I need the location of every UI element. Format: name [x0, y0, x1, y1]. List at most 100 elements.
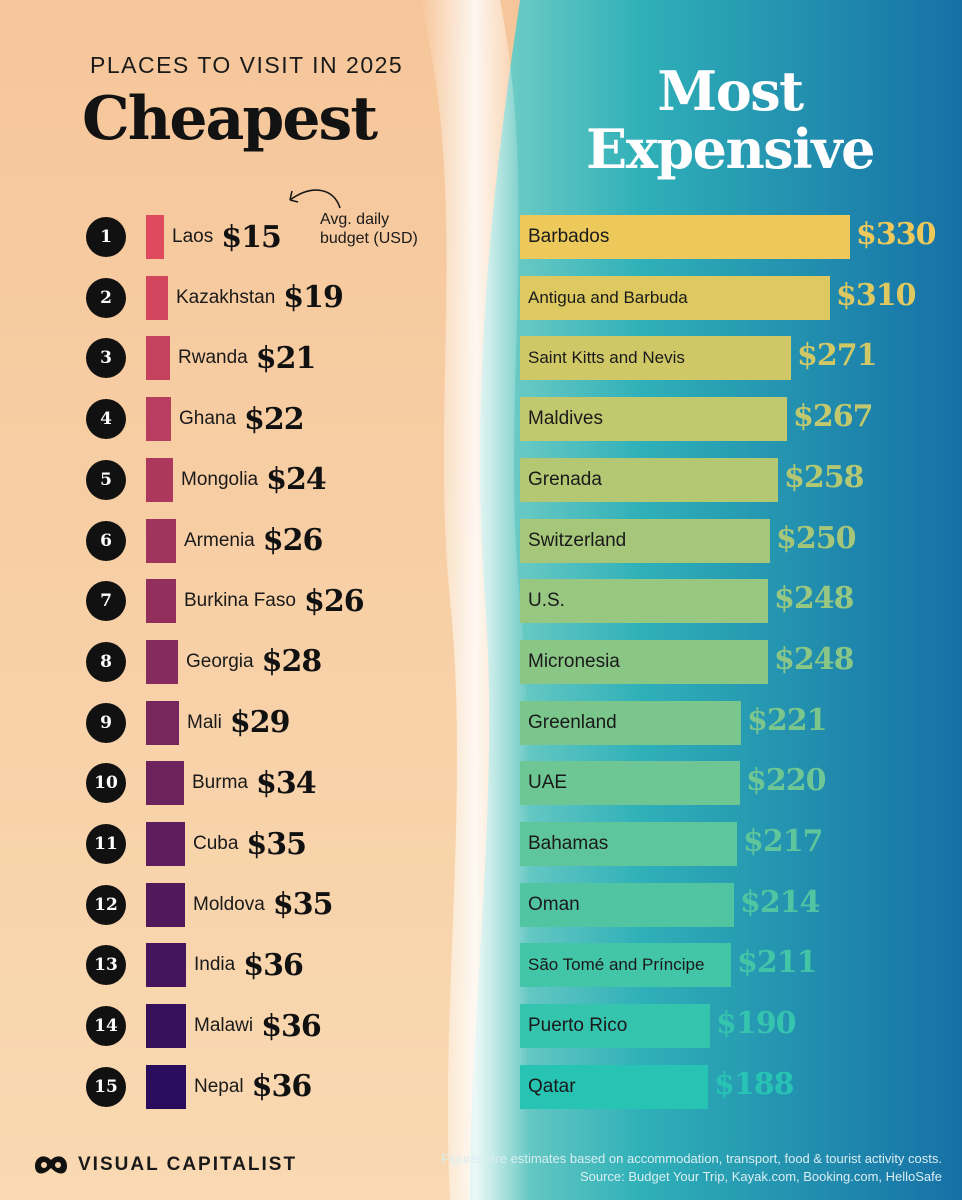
- footnote: Figures are estimates based on accommoda…: [441, 1150, 942, 1186]
- rank-badge: 10: [86, 763, 126, 804]
- expensive-bar: São Tomé and Príncipe: [520, 943, 731, 988]
- expensive-bar: Antigua and Barbuda: [520, 275, 830, 320]
- cheapest-value-label: $24: [266, 462, 327, 498]
- cheapest-value-label: $29: [229, 705, 291, 741]
- expensive-bar: U.S.: [520, 579, 768, 624]
- expensive-bar: Maldives: [520, 397, 787, 442]
- expensive-bar: Puerto Rico: [520, 1004, 710, 1049]
- expensive-value-label: $214: [740, 884, 820, 920]
- most-expensive-title: Most Expensive: [540, 62, 920, 178]
- expensive-bar: UAE: [520, 761, 740, 806]
- cheapest-country-label: Burma: [192, 772, 248, 794]
- logo-text: VISUAL CAPITALIST: [78, 1154, 298, 1175]
- footnote-source: Source: Budget Your Trip, Kayak.com, Boo…: [579, 1169, 942, 1184]
- expensive-bar: Qatar: [520, 1064, 708, 1109]
- expensive-bar: Saint Kitts and Nevis: [520, 336, 791, 381]
- expensive-bar: Bahamas: [520, 822, 737, 866]
- expensive-bar: Micronesia: [520, 639, 768, 684]
- cheapest-row-text: Nepal $36: [194, 1065, 313, 1109]
- cheapest-value-label: $15: [221, 219, 282, 255]
- cheapest-value-label: $36: [261, 1008, 322, 1044]
- footnote-note: Figures are estimates based on accommoda…: [441, 1151, 942, 1166]
- cheapest-country-label: Cuba: [193, 833, 239, 854]
- rank-badge: 7: [86, 581, 126, 622]
- cheapest-row-text: Laos $15: [172, 215, 282, 259]
- cheapest-row-text: Armenia $26: [184, 519, 324, 563]
- expensive-value-label: $248: [774, 641, 854, 677]
- rank-badge: 5: [86, 459, 126, 500]
- expensive-value-label: $220: [746, 763, 826, 799]
- cheapest-bar: [146, 700, 179, 745]
- cheapest-value-label: $22: [244, 401, 305, 437]
- rank-badge: 12: [86, 884, 126, 925]
- cheapest-country-label: Malawi: [194, 1015, 254, 1037]
- cheapest-row-text: Malawi $36: [194, 1004, 322, 1048]
- cheapest-row-text: Georgia $28: [186, 640, 323, 684]
- expensive-value-label: $310: [836, 277, 916, 313]
- cheapest-value-label: $35: [272, 887, 334, 923]
- rank-badge: 8: [86, 641, 126, 682]
- expensive-value-label: $250: [776, 520, 856, 556]
- cheapest-value-label: $19: [283, 280, 344, 316]
- cheapest-country-label: Rwanda: [178, 347, 248, 369]
- cheapest-value-label: $26: [303, 583, 365, 619]
- expensive-value-label: $221: [747, 702, 827, 738]
- cheapest-row-text: Kazakhstan $19: [176, 276, 344, 320]
- cheapest-country-label: Kazakhstan: [176, 286, 276, 308]
- cheapest-row-text: Burma $34: [192, 761, 317, 805]
- cheapest-bar: [146, 882, 185, 927]
- most-expensive-title-line1: Most: [657, 59, 804, 123]
- annotation-line2: budget (USD): [320, 230, 418, 247]
- cheapest-bar: [146, 822, 185, 866]
- most-expensive-title-line2: Expensive: [586, 117, 875, 181]
- cheapest-country-label: Burkina Faso: [184, 590, 296, 612]
- cheapest-country-label: Mongolia: [181, 468, 259, 490]
- cheapest-bar: [146, 579, 176, 624]
- cheapest-country-label: Mali: [187, 711, 222, 733]
- cheapest-country-label: Armenia: [184, 529, 255, 551]
- rank-badge: 9: [86, 702, 126, 743]
- cheapest-bar: [146, 761, 184, 806]
- expensive-value-label: $258: [784, 459, 864, 495]
- expensive-value-label: $190: [716, 1006, 796, 1042]
- rank-badge: 6: [86, 520, 126, 561]
- cheapest-value-label: $26: [262, 523, 324, 558]
- rank-badge: 14: [86, 1006, 126, 1047]
- expensive-value-label: $271: [797, 338, 877, 374]
- cheapest-bar: [146, 518, 176, 563]
- expensive-value-label: $248: [774, 581, 854, 617]
- expensive-bar: Grenada: [520, 457, 778, 502]
- expensive-bar: Greenland: [520, 700, 741, 745]
- cheapest-value-label: $35: [246, 826, 307, 862]
- cheapest-bar: [146, 336, 170, 381]
- cheapest-value-label: $21: [255, 340, 317, 376]
- budget-annotation: Avg. daily budget (USD): [320, 210, 418, 248]
- expensive-value-label: $267: [793, 399, 873, 435]
- cheapest-row-text: Burkina Faso $26: [184, 579, 365, 623]
- cheapest-country-label: Georgia: [186, 650, 254, 672]
- cheapest-row-text: Cuba $35: [193, 822, 307, 866]
- annotation-line1: Avg. daily: [320, 211, 390, 228]
- cheapest-country-label: Ghana: [179, 408, 237, 430]
- cheapest-country-label: Laos: [172, 226, 214, 247]
- supertitle: PLACES TO VISIT IN 2025: [90, 52, 404, 78]
- cheapest-row-text: Mongolia $24: [181, 458, 327, 502]
- rank-badge: 2: [86, 277, 126, 318]
- cheapest-country-label: Nepal: [194, 1075, 244, 1097]
- cheapest-value-label: $36: [243, 947, 304, 983]
- cheapest-row-text: Mali $29: [187, 701, 291, 745]
- cheapest-bar: [146, 397, 171, 442]
- cheapest-row-text: Ghana $22: [179, 397, 305, 441]
- cheapest-value-label: $28: [261, 644, 323, 680]
- rank-badge: 11: [86, 824, 126, 864]
- cheapest-country-label: India: [194, 954, 236, 976]
- cheapest-bar: [146, 1064, 186, 1109]
- cheapest-bar: [146, 215, 164, 259]
- cheapest-row-text: Moldova $35: [193, 883, 334, 927]
- rank-badge: 4: [86, 399, 126, 440]
- cheapest-row-text: India $36: [194, 943, 304, 987]
- expensive-bar: Switzerland: [520, 518, 770, 563]
- cheapest-value-label: $36: [251, 1069, 313, 1105]
- expensive-value-label: $217: [743, 824, 823, 859]
- cheapest-value-label: $34: [255, 765, 317, 801]
